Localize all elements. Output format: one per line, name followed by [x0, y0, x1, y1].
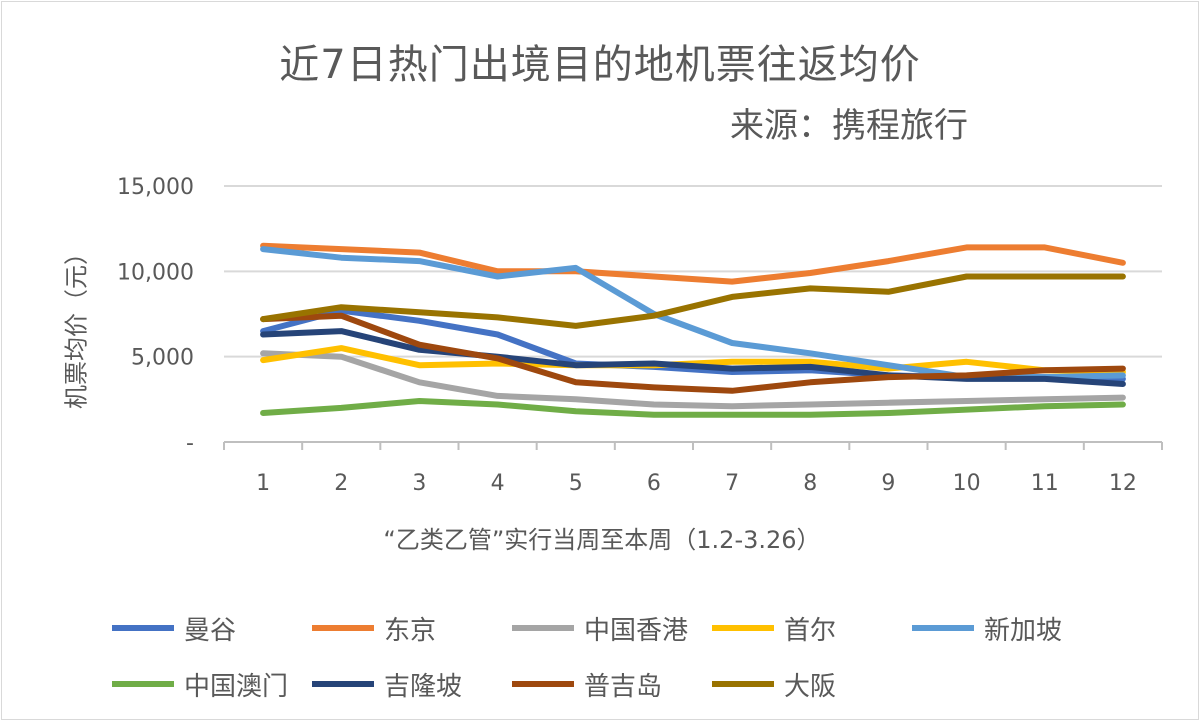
legend-swatch [712, 625, 774, 631]
legend-swatch [512, 681, 574, 687]
legend-swatch [912, 625, 974, 631]
x-tick-label: 1 [256, 471, 270, 496]
legend-item: 首尔 [712, 610, 912, 647]
y-tick-label: 15,000 [117, 175, 194, 200]
legend-row: 中国澳门 吉隆坡 普吉岛 大阪 [112, 656, 1172, 712]
legend-item: 吉隆坡 [312, 666, 512, 703]
y-tick-label: 5,000 [131, 346, 194, 371]
series-line-中国澳门 [260, 398, 1126, 418]
series-line-中国香港 [260, 350, 1126, 410]
legend-label: 中国澳门 [184, 671, 289, 702]
legend-swatch [312, 625, 374, 631]
x-tick-label: 5 [569, 471, 583, 496]
x-tick-label: 11 [1031, 471, 1059, 496]
legend-swatch [112, 681, 174, 687]
legend-label: 大阪 [784, 671, 837, 702]
legend-item: 新加坡 [912, 610, 1112, 647]
x-tick-label: 2 [334, 471, 348, 496]
chart-subtitle: 来源：携程旅行 [730, 106, 968, 146]
y-tick-label: - [186, 431, 194, 456]
legend-label: 曼谷 [184, 615, 237, 646]
legend-item: 中国香港 [512, 610, 712, 647]
x-tick-label: 3 [412, 471, 426, 496]
legend-label: 新加坡 [984, 615, 1063, 646]
legend-item: 东京 [312, 610, 512, 647]
series-line-吉隆坡 [260, 328, 1126, 387]
legend-item: 曼谷 [112, 610, 312, 647]
legend-swatch [312, 681, 374, 687]
legend-row: 曼谷 东京 中国香港 首尔 新加坡 [112, 600, 1172, 656]
series-line-大阪 [260, 273, 1126, 329]
legend-swatch [712, 681, 774, 687]
x-tick-label: 8 [803, 471, 817, 496]
legend-label: 吉隆坡 [384, 671, 463, 702]
x-tick-label: 4 [491, 471, 505, 496]
legend-item: 中国澳门 [112, 666, 312, 703]
y-tick-label: 10,000 [117, 260, 194, 285]
series-line-普吉岛 [260, 312, 1126, 394]
x-axis-label: “乙类乙管”实行当周至本周（1.2-3.26） [383, 526, 821, 554]
legend-swatch [112, 625, 174, 631]
legend-label: 中国香港 [584, 615, 689, 646]
x-tick-label: 10 [953, 471, 981, 496]
x-tick-label: 9 [881, 471, 895, 496]
x-tick-label: 7 [725, 471, 739, 496]
series-line-东京 [260, 242, 1126, 285]
legend-swatch [512, 625, 574, 631]
x-tick-label: 6 [647, 471, 661, 496]
chart-title: 近7日热门出境目的地机票往返均价 [279, 42, 921, 88]
legend-item: 普吉岛 [512, 666, 712, 703]
legend-label: 普吉岛 [584, 671, 663, 702]
x-tick-label: 12 [1109, 471, 1137, 496]
legend: 曼谷 东京 中国香港 首尔 新加坡中国澳门 吉隆坡 普吉岛 大阪 [112, 600, 1172, 712]
legend-label: 首尔 [784, 615, 837, 646]
legend-item: 大阪 [712, 666, 912, 703]
legend-label: 东京 [384, 615, 437, 646]
